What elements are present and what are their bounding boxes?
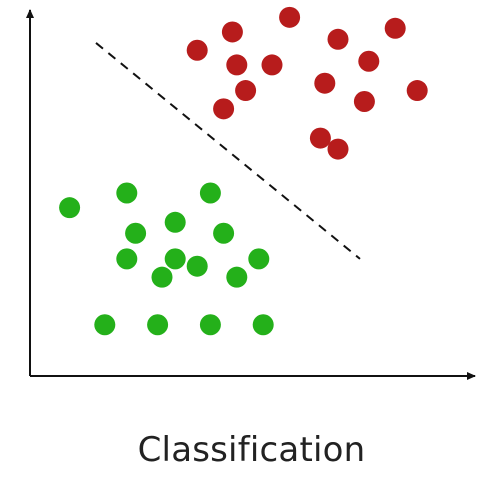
- red-data-point: [406, 80, 428, 102]
- green-data-point: [94, 314, 116, 336]
- green-data-point: [116, 182, 138, 204]
- red-data-point: [353, 91, 375, 112]
- green-data-point: [59, 197, 81, 219]
- red-data-point: [186, 39, 208, 61]
- green-data-point: [116, 248, 138, 270]
- green-data-point: [147, 314, 169, 336]
- red-data-point: [279, 6, 301, 28]
- data-points: [59, 6, 428, 336]
- red-data-point: [221, 21, 243, 43]
- green-data-point: [199, 182, 221, 204]
- green-data-point: [186, 255, 208, 277]
- green-data-point: [164, 248, 186, 270]
- red-data-point: [309, 127, 331, 149]
- red-data-point: [261, 54, 283, 76]
- red-data-point: [358, 50, 380, 72]
- red-data-point: [226, 54, 248, 76]
- red-data-point: [384, 17, 406, 39]
- scatter-plot: [26, 6, 476, 380]
- green-data-point: [226, 266, 248, 288]
- red-data-point: [235, 80, 257, 102]
- green-data-point: [164, 211, 186, 233]
- decision-boundary: [95, 42, 361, 260]
- red-data-point: [213, 98, 235, 120]
- green-data-point: [199, 314, 221, 336]
- red-data-point: [314, 72, 336, 94]
- red-data-point: [327, 28, 349, 50]
- green-data-point: [248, 248, 270, 270]
- green-data-point: [125, 222, 147, 244]
- green-data-point: [213, 222, 235, 244]
- green-data-point: [252, 314, 274, 336]
- figure-caption: Classification: [137, 430, 366, 470]
- red-data-point: [327, 138, 349, 160]
- green-data-point: [151, 266, 173, 288]
